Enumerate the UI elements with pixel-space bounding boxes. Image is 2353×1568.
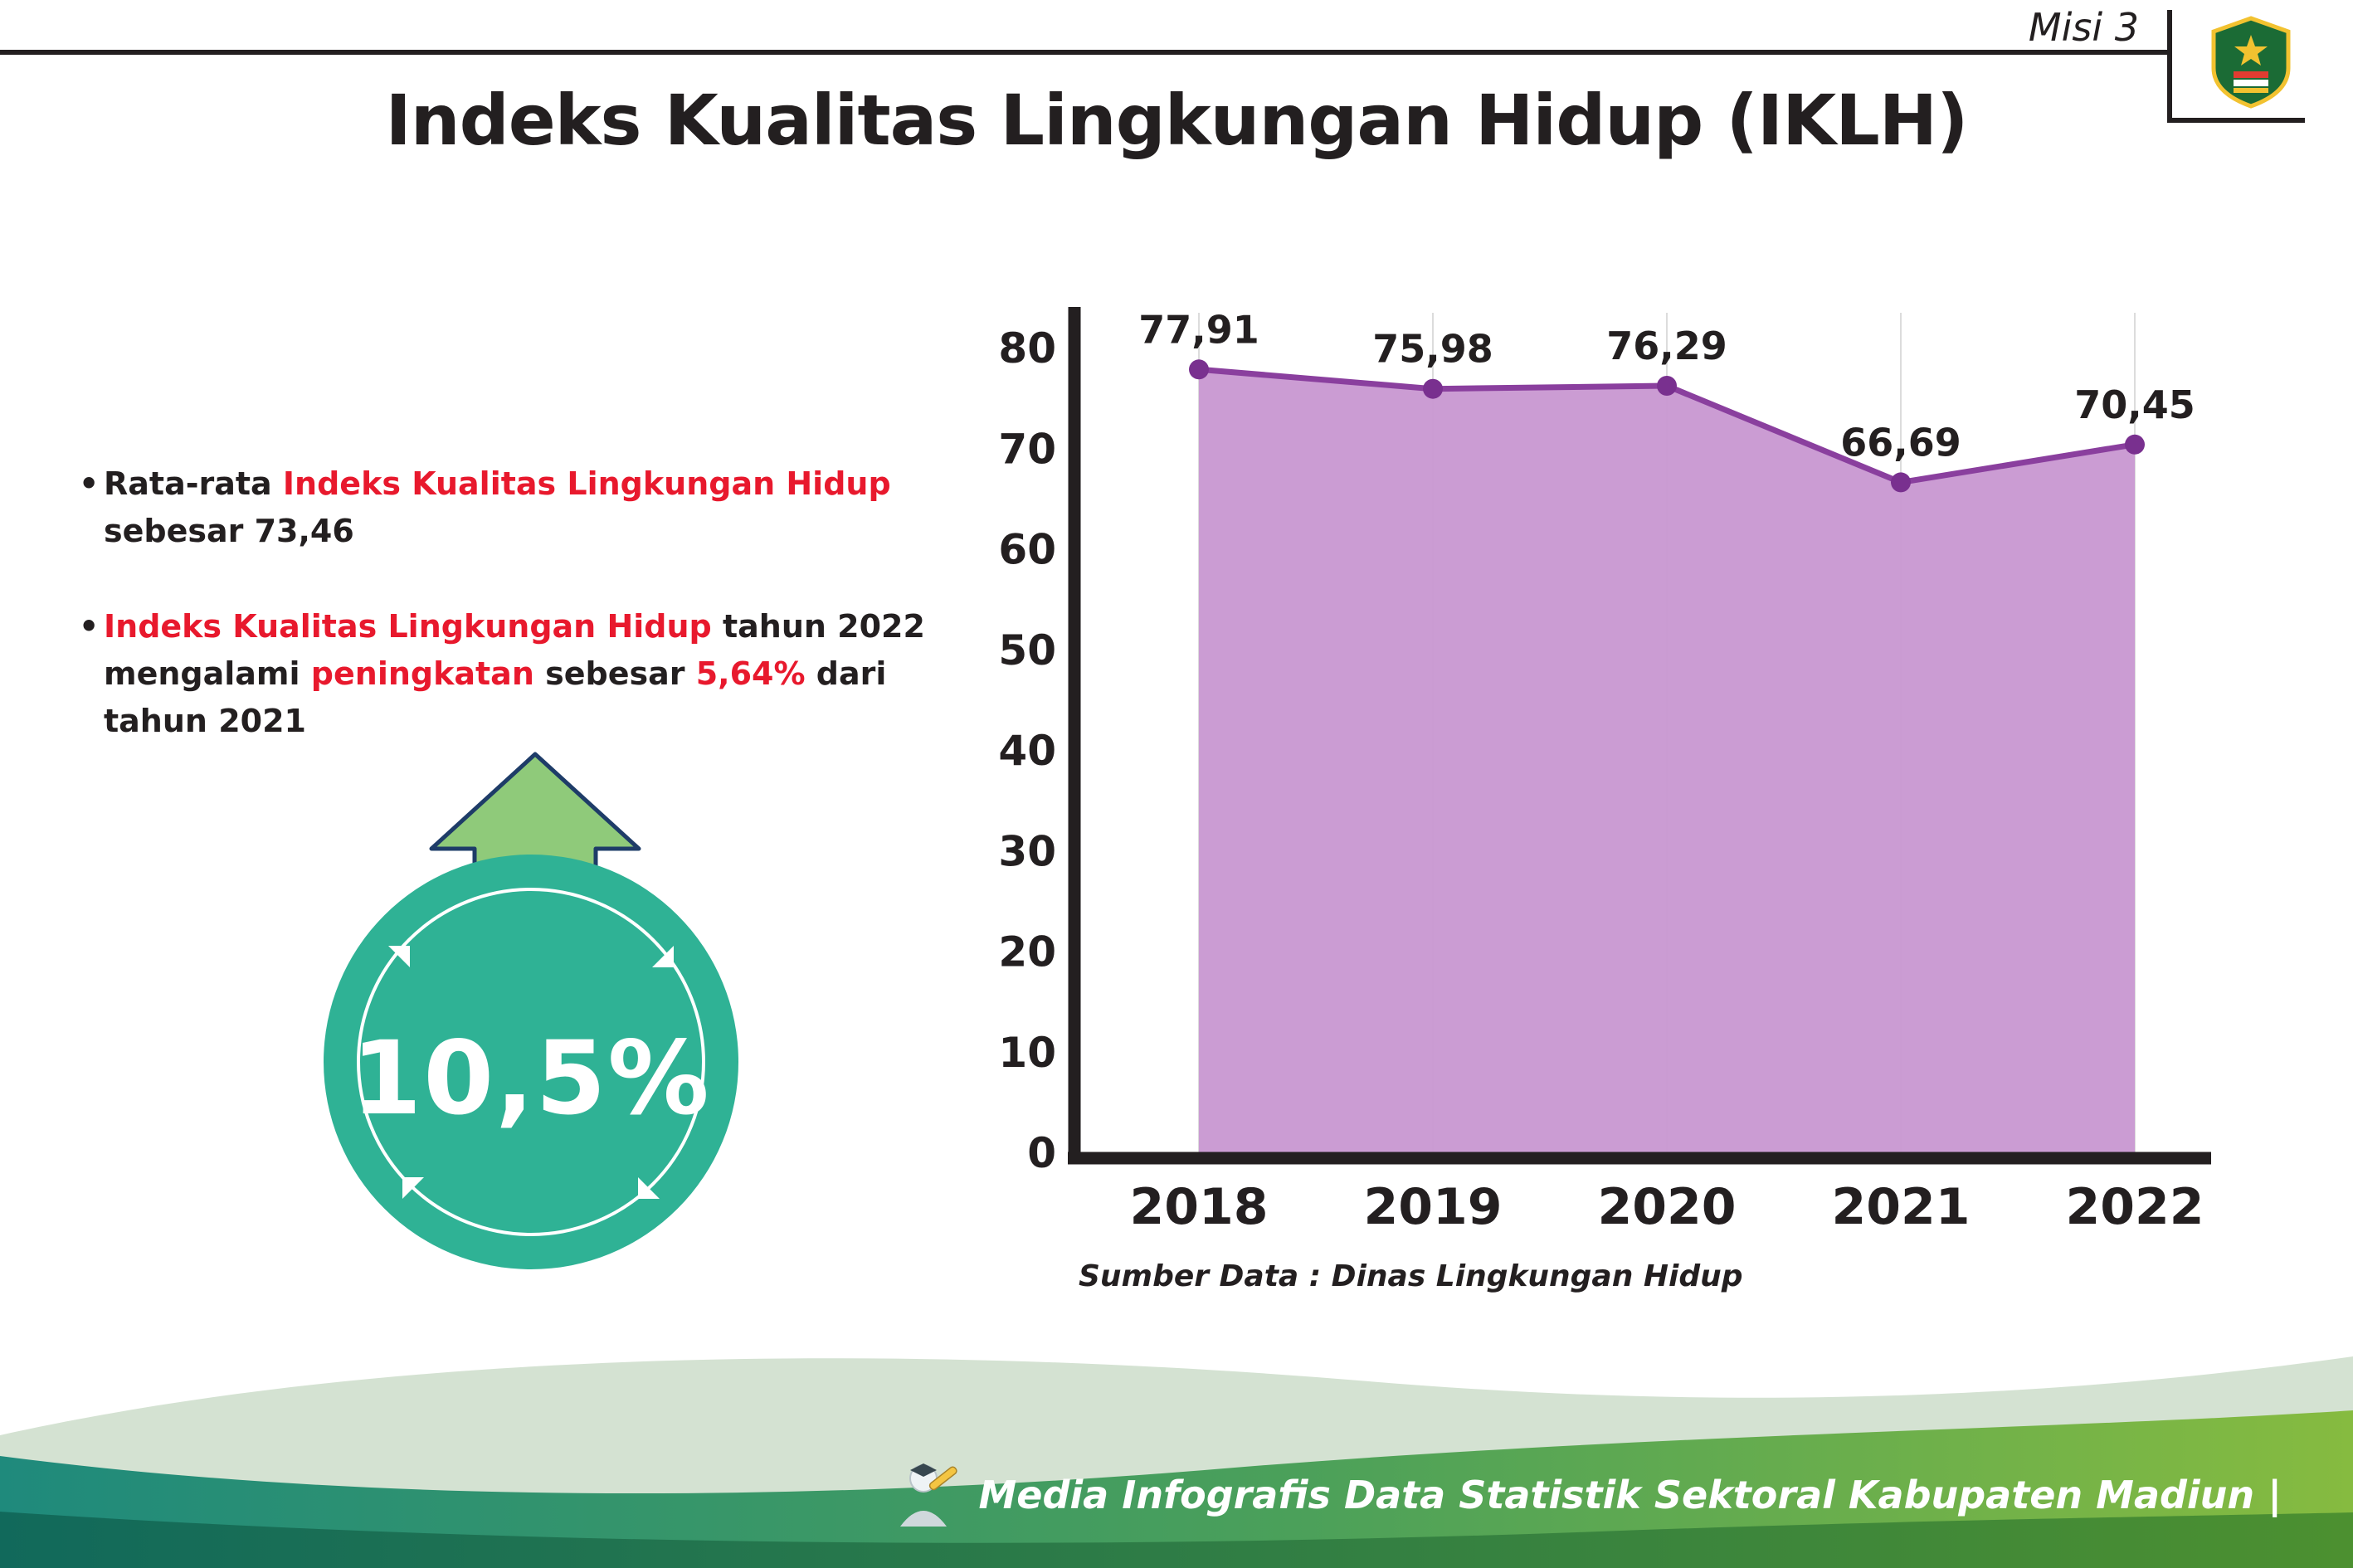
y-tick-label: 70 [998, 425, 1056, 473]
data-point [1423, 378, 1443, 399]
bullet-text-segment: 5,64% [695, 655, 806, 692]
y-tick-label: 30 [998, 827, 1056, 875]
badge-value: 10,5% [351, 1020, 711, 1137]
page-title: Indeks Kualitas Lingkungan Hidup (IKLH) [385, 80, 1969, 161]
logo-frame [2167, 10, 2305, 123]
data-point [1189, 359, 1209, 380]
bullet-text-segment: tahun 2022 mengalami [104, 608, 925, 692]
chart-source: Sumber Data : Dinas Lingkungan Hidup [1079, 1259, 1743, 1293]
value-label: 75,98 [1372, 327, 1493, 372]
increase-badge: 10,5% [319, 751, 751, 1269]
y-tick-label: 10 [998, 1029, 1056, 1077]
badge-tick-icon [402, 1177, 424, 1199]
value-label: 77,91 [1138, 307, 1259, 352]
area-fill [1199, 369, 2135, 1153]
y-tick-label: 80 [998, 324, 1056, 373]
bullet-text-segment: peningkatan [310, 655, 534, 692]
bullet-item: • Indeks Kualitas Lingkungan Hidup tahun … [79, 603, 991, 745]
footer-text: Media Infografis Data Statistik Sektoral… [978, 1473, 2282, 1517]
bullet-text-segment: dari tahun 2021 [104, 655, 887, 739]
badge-ring [357, 888, 705, 1236]
value-label: 70,45 [2074, 382, 2195, 427]
x-tick-label: 2019 [1364, 1178, 1503, 1236]
x-tick-label: 2018 [1130, 1178, 1269, 1236]
bullet-item: • Rata-rata Indeks Kualitas Lingkungan Hi… [79, 460, 991, 555]
y-tick-label: 20 [998, 928, 1056, 976]
badge-tick-icon [638, 1177, 660, 1199]
misi-label: Misi 3 [2028, 5, 2139, 50]
bullet-list: • Rata-rata Indeks Kualitas Lingkungan Hi… [79, 460, 991, 793]
kabupaten-madiun-logo [2211, 16, 2291, 109]
bullet-marker: • [79, 608, 100, 645]
y-tick-label: 40 [998, 727, 1056, 775]
badge-circle: 10,5% [324, 855, 738, 1269]
y-tick-label: 60 [998, 526, 1056, 574]
x-tick-label: 2022 [2066, 1178, 2204, 1236]
footer-bar: Media Infografis Data Statistik Sektoral… [887, 1457, 2282, 1533]
header-rule [0, 50, 2167, 55]
data-point [1891, 472, 1911, 493]
y-tick-label: 50 [998, 626, 1056, 674]
bullet-text-segment: Indeks Kualitas Lingkungan Hidup [282, 465, 891, 502]
badge-tick-icon [388, 946, 410, 967]
bullet-text-segment: Rata-rata [104, 465, 283, 502]
data-point [2125, 434, 2145, 455]
footer-waves [0, 1356, 2353, 1568]
value-label: 76,29 [1606, 324, 1727, 368]
bullet-text-segment: Indeks Kualitas Lingkungan Hidup [104, 608, 712, 645]
x-tick-label: 2020 [1598, 1178, 1737, 1236]
data-point [1657, 376, 1677, 396]
iklh-area-chart: 77,91 75,98 76,29 66,69 70,45 0 10 20 30 40 50 60 70… [996, 292, 2290, 1346]
mascot-icon [900, 1463, 958, 1527]
bullet-marker: • [79, 465, 100, 502]
y-tick-label: 0 [1027, 1129, 1056, 1177]
chart-svg: 77,91 75,98 76,29 66,69 70,45 0 10 20 30 40 50 60 70… [998, 307, 2211, 1236]
x-tick-label: 2021 [1832, 1178, 1971, 1236]
bullet-text-segment: sebesar 73,46 [104, 513, 354, 549]
value-label: 66,69 [1840, 420, 1961, 465]
badge-tick-icon [652, 946, 674, 967]
bullet-text-segment: sebesar [533, 655, 696, 692]
